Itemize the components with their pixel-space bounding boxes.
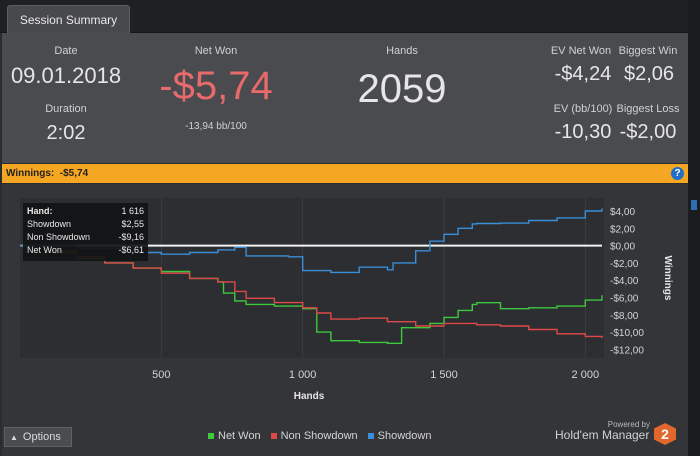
legend-label: Net Won (218, 430, 261, 442)
date-value: 09.01.2018 (10, 63, 122, 88)
x-tick-label: 1 000 (289, 369, 317, 381)
duration-value: 2:02 (46, 122, 86, 144)
biggest-loss-value: -$2,00 (619, 121, 677, 143)
biggest-loss-label: Biggest Loss (616, 103, 680, 115)
x-tick-label: 2 000 (572, 369, 600, 381)
tab-bar: Session Summary (0, 0, 700, 33)
legend-item-non-showdown[interactable]: Non Showdown (270, 430, 358, 442)
x-tick-label: 1 500 (430, 369, 458, 381)
tooltip-key: Non Showdown (27, 232, 91, 242)
tooltip-value: 1 616 (121, 206, 144, 216)
y-tick-label: $2,00 (610, 224, 635, 235)
tooltip-value: -$9,16 (118, 232, 144, 242)
hands-label: Hands (386, 45, 418, 57)
options-button[interactable]: ▲ Options (4, 427, 72, 447)
legend-label: Showdown (377, 430, 432, 442)
winnings-text: Winnings: -$5,74 (6, 168, 89, 179)
tooltip-row: Net Won -$6,61 (27, 245, 144, 258)
ev-net-label: EV Net Won (550, 45, 612, 57)
y-tick-label: -$4,00 (610, 276, 639, 287)
tooltip-key: Hand: (27, 206, 53, 216)
tooltip-row: Showdown $2,55 (27, 219, 144, 232)
tooltip-key: Net Won (27, 245, 62, 255)
brand-logo-icon: 2 (654, 423, 676, 445)
legend-swatch (208, 433, 214, 439)
brand-name: Hold'em Manager (555, 428, 650, 442)
legend-label: Non Showdown (280, 430, 358, 442)
x-axis-title: Hands (294, 391, 325, 402)
y-tick-label: $4,00 (610, 207, 635, 218)
tooltip-key: Showdown (27, 219, 72, 229)
date-label: Date (54, 45, 78, 57)
legend-item-net-won[interactable]: Net Won (208, 430, 261, 442)
y-tick-label: -$8,00 (610, 311, 639, 322)
right-edge-scrollbar[interactable] (688, 0, 700, 456)
netwon-value: -$5,74 (159, 64, 273, 108)
tab-session-summary[interactable]: Session Summary (7, 5, 130, 33)
netwon-bb: -13,94 bb/100 (185, 121, 247, 132)
y-tick-label: -$12,00 (610, 345, 644, 356)
y-axis-title: Winnings (662, 256, 673, 301)
hands-value: 2059 (357, 67, 447, 111)
series-line-showdown (20, 208, 603, 274)
hover-tooltip: Hand: 1 616 Showdown $2,55 Non Showdown -$9… (23, 203, 148, 261)
ev-bb-value: -10,30 (554, 121, 612, 143)
series-line-non-showdown (20, 244, 603, 339)
y-tick-label: -$6,00 (610, 293, 639, 304)
x-tick-label: 500 (152, 369, 170, 381)
legend-swatch (270, 433, 277, 439)
tooltip-value: -$6,61 (118, 245, 144, 255)
biggest-win-value: $2,06 (623, 63, 675, 85)
legend-swatch (367, 433, 374, 439)
y-tick-label: -$2,00 (610, 259, 639, 270)
y-tick-label: $0,00 (610, 242, 635, 253)
tooltip-row: Non Showdown -$9,16 (27, 232, 144, 245)
tooltip-value: $2,55 (121, 219, 144, 229)
help-icon[interactable]: ? (671, 167, 684, 180)
powered-by-text: Powered by (607, 420, 650, 429)
winnings-bar: Winnings: -$5,74 ? (2, 164, 688, 183)
biggest-win-label: Biggest Win (618, 45, 678, 57)
chart-legend: Net Won Non Showdown Showdown (208, 430, 431, 442)
summary-panel: Date 09.01.2018 Duration 2:02 Net Won -$… (2, 33, 688, 163)
options-label: Options (22, 431, 61, 443)
legend-item-showdown[interactable]: Showdown (367, 430, 432, 442)
scroll-marker (691, 200, 697, 210)
y-tick-label: -$10,00 (610, 328, 644, 339)
netwon-label: Net Won (194, 45, 238, 57)
ev-net-value: -$4,24 (554, 63, 612, 85)
caret-up-icon: ▲ (10, 432, 18, 442)
duration-label: Duration (45, 103, 87, 115)
tooltip-row: Hand: 1 616 (27, 206, 144, 219)
ev-bb-label: EV (bb/100) (553, 103, 613, 115)
